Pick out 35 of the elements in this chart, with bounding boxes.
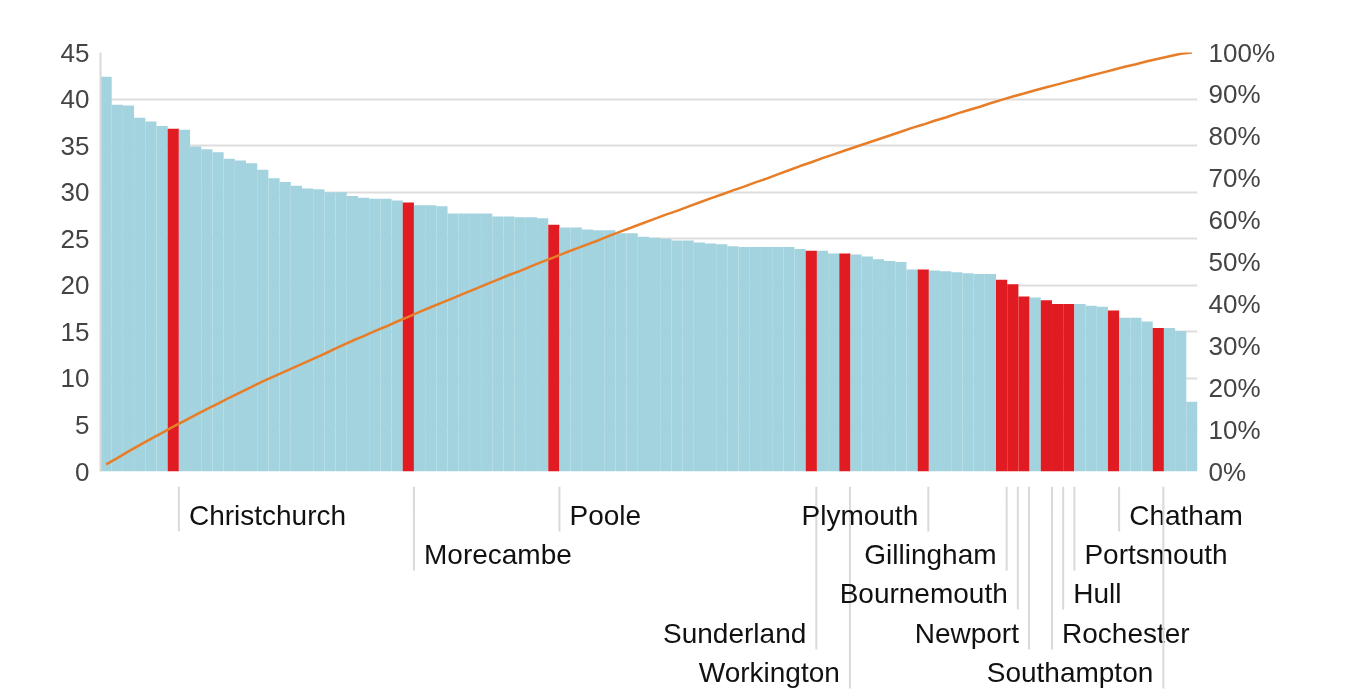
y2-tick-label: 0% xyxy=(1208,456,1247,487)
text: Chatham xyxy=(1129,500,1243,531)
text: Hull xyxy=(1073,578,1122,609)
y2-tick-label: 90% xyxy=(1208,79,1261,110)
y-tick-label: 25 xyxy=(60,223,90,254)
y-tick-label: 40 xyxy=(60,84,90,115)
text: Southampton xyxy=(986,657,1154,688)
text: Gillingham xyxy=(864,539,997,570)
y2-tick-label: 60% xyxy=(1208,205,1261,236)
y2-tick-label: 30% xyxy=(1208,330,1261,361)
y2-tick-label: 10% xyxy=(1208,414,1261,445)
y2-tick-label: 100% xyxy=(1208,37,1275,68)
y2-tick-label: 20% xyxy=(1208,372,1261,403)
text: Christchurch xyxy=(188,500,347,531)
y-tick-label: 35 xyxy=(60,130,90,161)
y-tick-label: 0 xyxy=(75,456,90,487)
text: Rochester xyxy=(1062,618,1190,649)
y-tick-label: 10 xyxy=(60,363,90,394)
text: Newport xyxy=(914,618,1020,649)
text: Plymouth xyxy=(801,500,919,531)
y-tick-label: 20 xyxy=(60,270,90,301)
y-tick-label: 45 xyxy=(60,37,90,68)
y2-tick-label: 80% xyxy=(1208,121,1261,152)
text: Portsmouth xyxy=(1084,539,1228,570)
text: Poole xyxy=(569,500,642,531)
y-tick-label: 15 xyxy=(60,316,90,347)
text: Workington xyxy=(698,657,840,688)
y-tick-label: 5 xyxy=(75,409,90,440)
text: Morecambe xyxy=(424,539,572,570)
y-tick-label: 30 xyxy=(60,177,90,208)
y2-tick-label: 40% xyxy=(1208,288,1261,319)
text: Bournemouth xyxy=(839,578,1008,609)
y2-tick-label: 70% xyxy=(1208,163,1261,194)
y2-tick-label: 50% xyxy=(1208,247,1261,277)
text: Sunderland xyxy=(663,618,807,649)
